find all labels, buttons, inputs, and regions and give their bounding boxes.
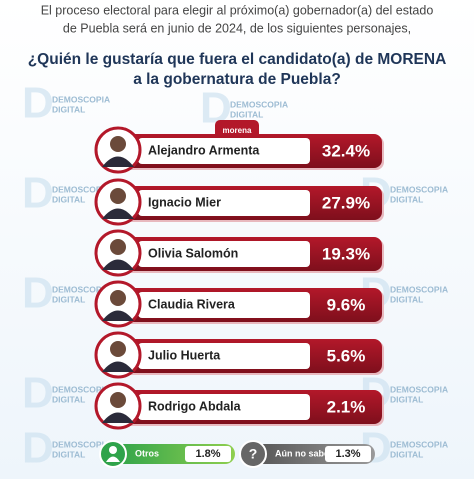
intro-line: de Puebla será en junio de 2024, de los … [63, 21, 411, 35]
answer-value-box [185, 446, 231, 462]
logo-text: morena [223, 126, 252, 135]
watermark-text: DIGITAL [52, 449, 85, 459]
photo-head [110, 392, 126, 408]
watermark-text: DEMOSCOPIA [52, 184, 110, 194]
intro-line: El proceso electoral para elegir al próx… [41, 3, 434, 17]
watermark-text: DEMOSCOPIA [390, 384, 448, 394]
watermark-text: DIGITAL [52, 394, 85, 404]
candidate-name: Olivia Salomón [148, 246, 238, 260]
answer-icon [239, 440, 267, 468]
watermark-text: DEMOSCOPIA [230, 99, 288, 109]
watermark-text: DIGITAL [390, 449, 423, 459]
watermark-mark: D [22, 269, 54, 318]
watermark-text: DEMOSCOPIA [390, 284, 448, 294]
photo-head [110, 290, 126, 306]
question-line: ¿Quién le gustaría que fuera el candidat… [28, 51, 447, 68]
answer-icon-mark: ? [249, 446, 258, 462]
photo-head [110, 188, 126, 204]
answer-value: 1.3% [335, 448, 360, 460]
answer-icon-head [109, 446, 117, 454]
watermark-text: DEMOSCOPIA [52, 284, 110, 294]
watermark-text: DIGITAL [52, 194, 85, 204]
candidate-name: Rodrigo Abdala [148, 399, 242, 413]
photo-body [102, 208, 134, 219]
watermark-text: DEMOSCOPIA [52, 94, 110, 104]
photo-body [102, 412, 134, 423]
other-answers: Otros 1.8% Aún no sabe 1.3%? [99, 440, 375, 468]
watermark-text: DEMOSCOPIA [390, 184, 448, 194]
name-box [138, 292, 310, 318]
watermark-text: DIGITAL [52, 294, 85, 304]
candidate-value: 19.3% [322, 244, 370, 263]
watermark-text: DIGITAL [230, 109, 263, 119]
candidate-rows: Alejandro Armenta 32.4% Ignacio Mier 27.9% O… [94, 126, 384, 430]
name-box [138, 190, 310, 216]
photo-head [110, 239, 126, 255]
name-box [138, 343, 310, 369]
candidate-value: 27.9% [322, 193, 370, 212]
name-box [138, 138, 310, 164]
answer-name: Aún no sabe [275, 448, 329, 458]
photo-body [102, 310, 134, 321]
candidate-value: 2.1% [327, 397, 366, 416]
name-box [138, 241, 310, 267]
watermark-mark: D [22, 79, 54, 128]
photo-head [110, 341, 126, 357]
answer-icon-body [106, 456, 120, 462]
question-line: a la gobernatura de Puebla? [133, 71, 341, 88]
answer-value: 1.8% [195, 448, 220, 460]
candidate-value: 32.4% [322, 141, 370, 160]
photo-body [102, 156, 134, 167]
photo-body [102, 259, 134, 270]
candidate-name: Alejandro Armenta [148, 143, 260, 157]
watermark-mark: D [22, 424, 54, 473]
candidate-name: Julio Huerta [148, 348, 221, 362]
watermark-text: DIGITAL [390, 294, 423, 304]
photo-head [110, 136, 126, 152]
watermark-mark: D [22, 369, 54, 418]
candidate-name: Claudia Rivera [148, 297, 236, 311]
watermark-text: DEMOSCOPIA [52, 439, 110, 449]
candidate-name: Ignacio Mier [148, 195, 221, 209]
watermark-text: DEMOSCOPIA [390, 439, 448, 449]
watermark-text: DEMOSCOPIA [52, 384, 110, 394]
watermark-text: DIGITAL [390, 394, 423, 404]
watermark-text: DIGITAL [390, 194, 423, 204]
photo-body [102, 361, 134, 372]
candidate-value: 9.6% [327, 295, 366, 314]
candidate-value: 5.6% [327, 346, 366, 365]
watermark-mark: D [22, 169, 54, 218]
answer-value-box [325, 446, 371, 462]
answer-name: Otros [135, 448, 159, 458]
watermark-text: DIGITAL [52, 104, 85, 114]
name-box [138, 394, 310, 420]
